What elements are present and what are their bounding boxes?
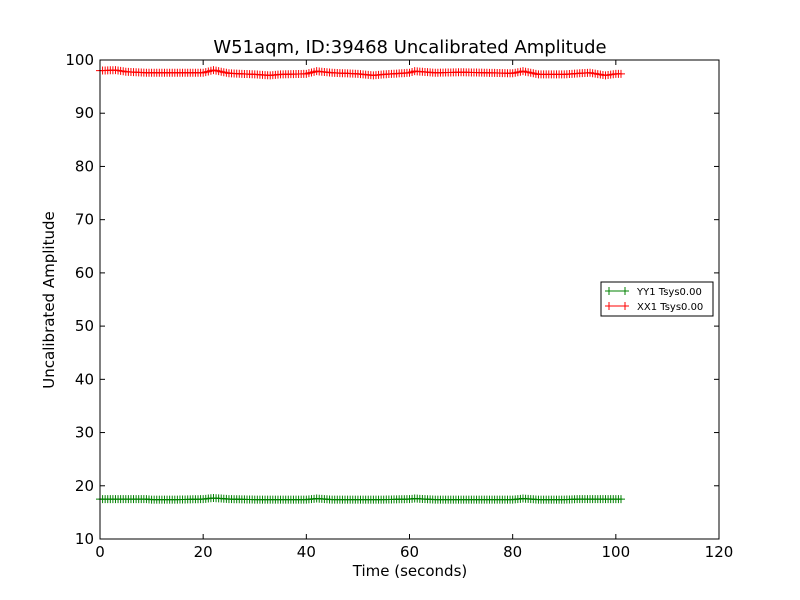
series-layer: [96, 66, 625, 504]
x-tick-label: 100: [602, 543, 631, 561]
x-tick-label: 0: [95, 543, 105, 561]
x-axis: 0 20 40 60 80 100 120: [95, 60, 733, 561]
chart-title: W51aqm, ID:39468 Uncalibrated Amplitude: [213, 37, 606, 58]
series-yy1: [96, 494, 625, 504]
y-axis-label: Uncalibrated Amplitude: [40, 211, 58, 388]
legend-marker: [605, 302, 613, 310]
y-tick-label: 30: [75, 424, 94, 442]
x-axis-label: Time (seconds): [352, 562, 468, 580]
legend-marker: [621, 287, 629, 295]
x-tick-label: 20: [194, 543, 213, 561]
x-tick-label: 80: [503, 543, 522, 561]
legend: YY1 Tsys0.00 XX1 Tsys0.00: [600, 281, 714, 317]
data-point-marker: [616, 495, 625, 504]
y-tick-label: 40: [75, 370, 94, 388]
legend-marker: [605, 287, 613, 295]
x-tick-label: 40: [297, 543, 316, 561]
series-xx1: [96, 66, 625, 80]
y-tick-label: 10: [75, 530, 94, 548]
y-tick-label: 20: [75, 477, 94, 495]
legend-marker: [621, 302, 629, 310]
x-tick-label: 120: [705, 543, 734, 561]
y-tick-label: 70: [75, 211, 94, 229]
legend-label: XX1 Tsys0.00: [637, 302, 703, 313]
legend-box: [600, 281, 714, 317]
y-tick-label: 60: [75, 264, 94, 282]
x-tick-label: 60: [400, 543, 419, 561]
y-axis: 10 20 30 40 50 60 70 80 90 100: [65, 51, 719, 548]
data-point-marker: [616, 69, 625, 78]
y-tick-label: 50: [75, 317, 94, 335]
y-tick-label: 80: [75, 157, 94, 175]
y-tick-label: 90: [75, 104, 94, 122]
legend-label: YY1 Tsys0.00: [636, 287, 702, 298]
y-tick-label: 100: [65, 51, 94, 69]
